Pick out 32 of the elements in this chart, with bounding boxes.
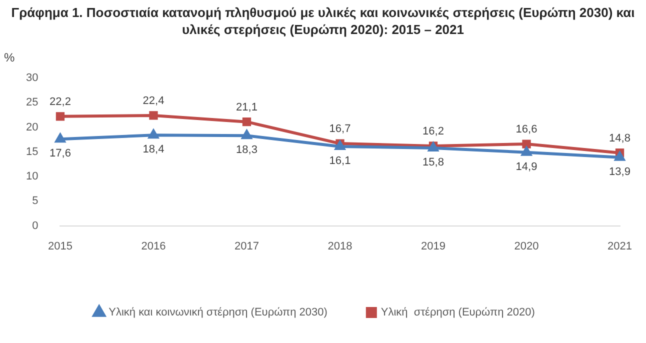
y-tick-label: 15 (26, 146, 38, 158)
data-label: 16,1 (329, 155, 351, 168)
x-tick-label: 2016 (141, 240, 166, 252)
data-label: 16,6 (516, 124, 538, 136)
x-tick-label: 2019 (421, 240, 446, 252)
y-tick-label: 20 (26, 121, 38, 134)
legend-label: Υλική στέρηση (Ευρώπη 2020) (380, 306, 535, 319)
y-tick-label: 5 (32, 195, 38, 208)
data-label: 22,4 (142, 94, 164, 107)
x-tick-label: 2021 (608, 240, 632, 252)
x-tick-label: 2018 (328, 240, 352, 252)
x-tick-label: 2017 (234, 240, 259, 252)
data-label: 15,8 (422, 156, 444, 168)
legend-label: Υλική και κοινωνική στέρηση (Ευρώπη 2030) (108, 306, 328, 319)
data-label: 14,8 (609, 132, 630, 144)
y-axis-title: % (4, 50, 15, 64)
data-label: 16,2 (422, 126, 444, 138)
x-tick-label: 2015 (48, 240, 72, 252)
y-tick-label: 0 (32, 220, 38, 232)
data-label: 13,9 (609, 166, 630, 178)
y-tick-label: 10 (26, 170, 38, 183)
chart-title: Γράφημα 1. Ποσοστιαία κατανομή πληθυσμού με υλικές και κοινωνικές στερήσεις (Ευρώπη 2030) και υλικές στερήσεις (Ευρώπη 2020): 2015 – 2021 (10, 4, 636, 38)
data-label: 21,1 (236, 101, 258, 114)
data-label: 18,4 (142, 144, 164, 156)
data-label: 17,6 (50, 148, 71, 160)
data-label: 14,9 (516, 160, 538, 173)
data-label: 18,3 (236, 144, 258, 156)
x-tick-label: 2020 (514, 240, 539, 252)
y-tick-label: 30 (26, 72, 38, 84)
data-label: 16,7 (329, 123, 351, 136)
data-label: 22,2 (50, 96, 71, 108)
y-tick-label: 25 (26, 96, 38, 109)
